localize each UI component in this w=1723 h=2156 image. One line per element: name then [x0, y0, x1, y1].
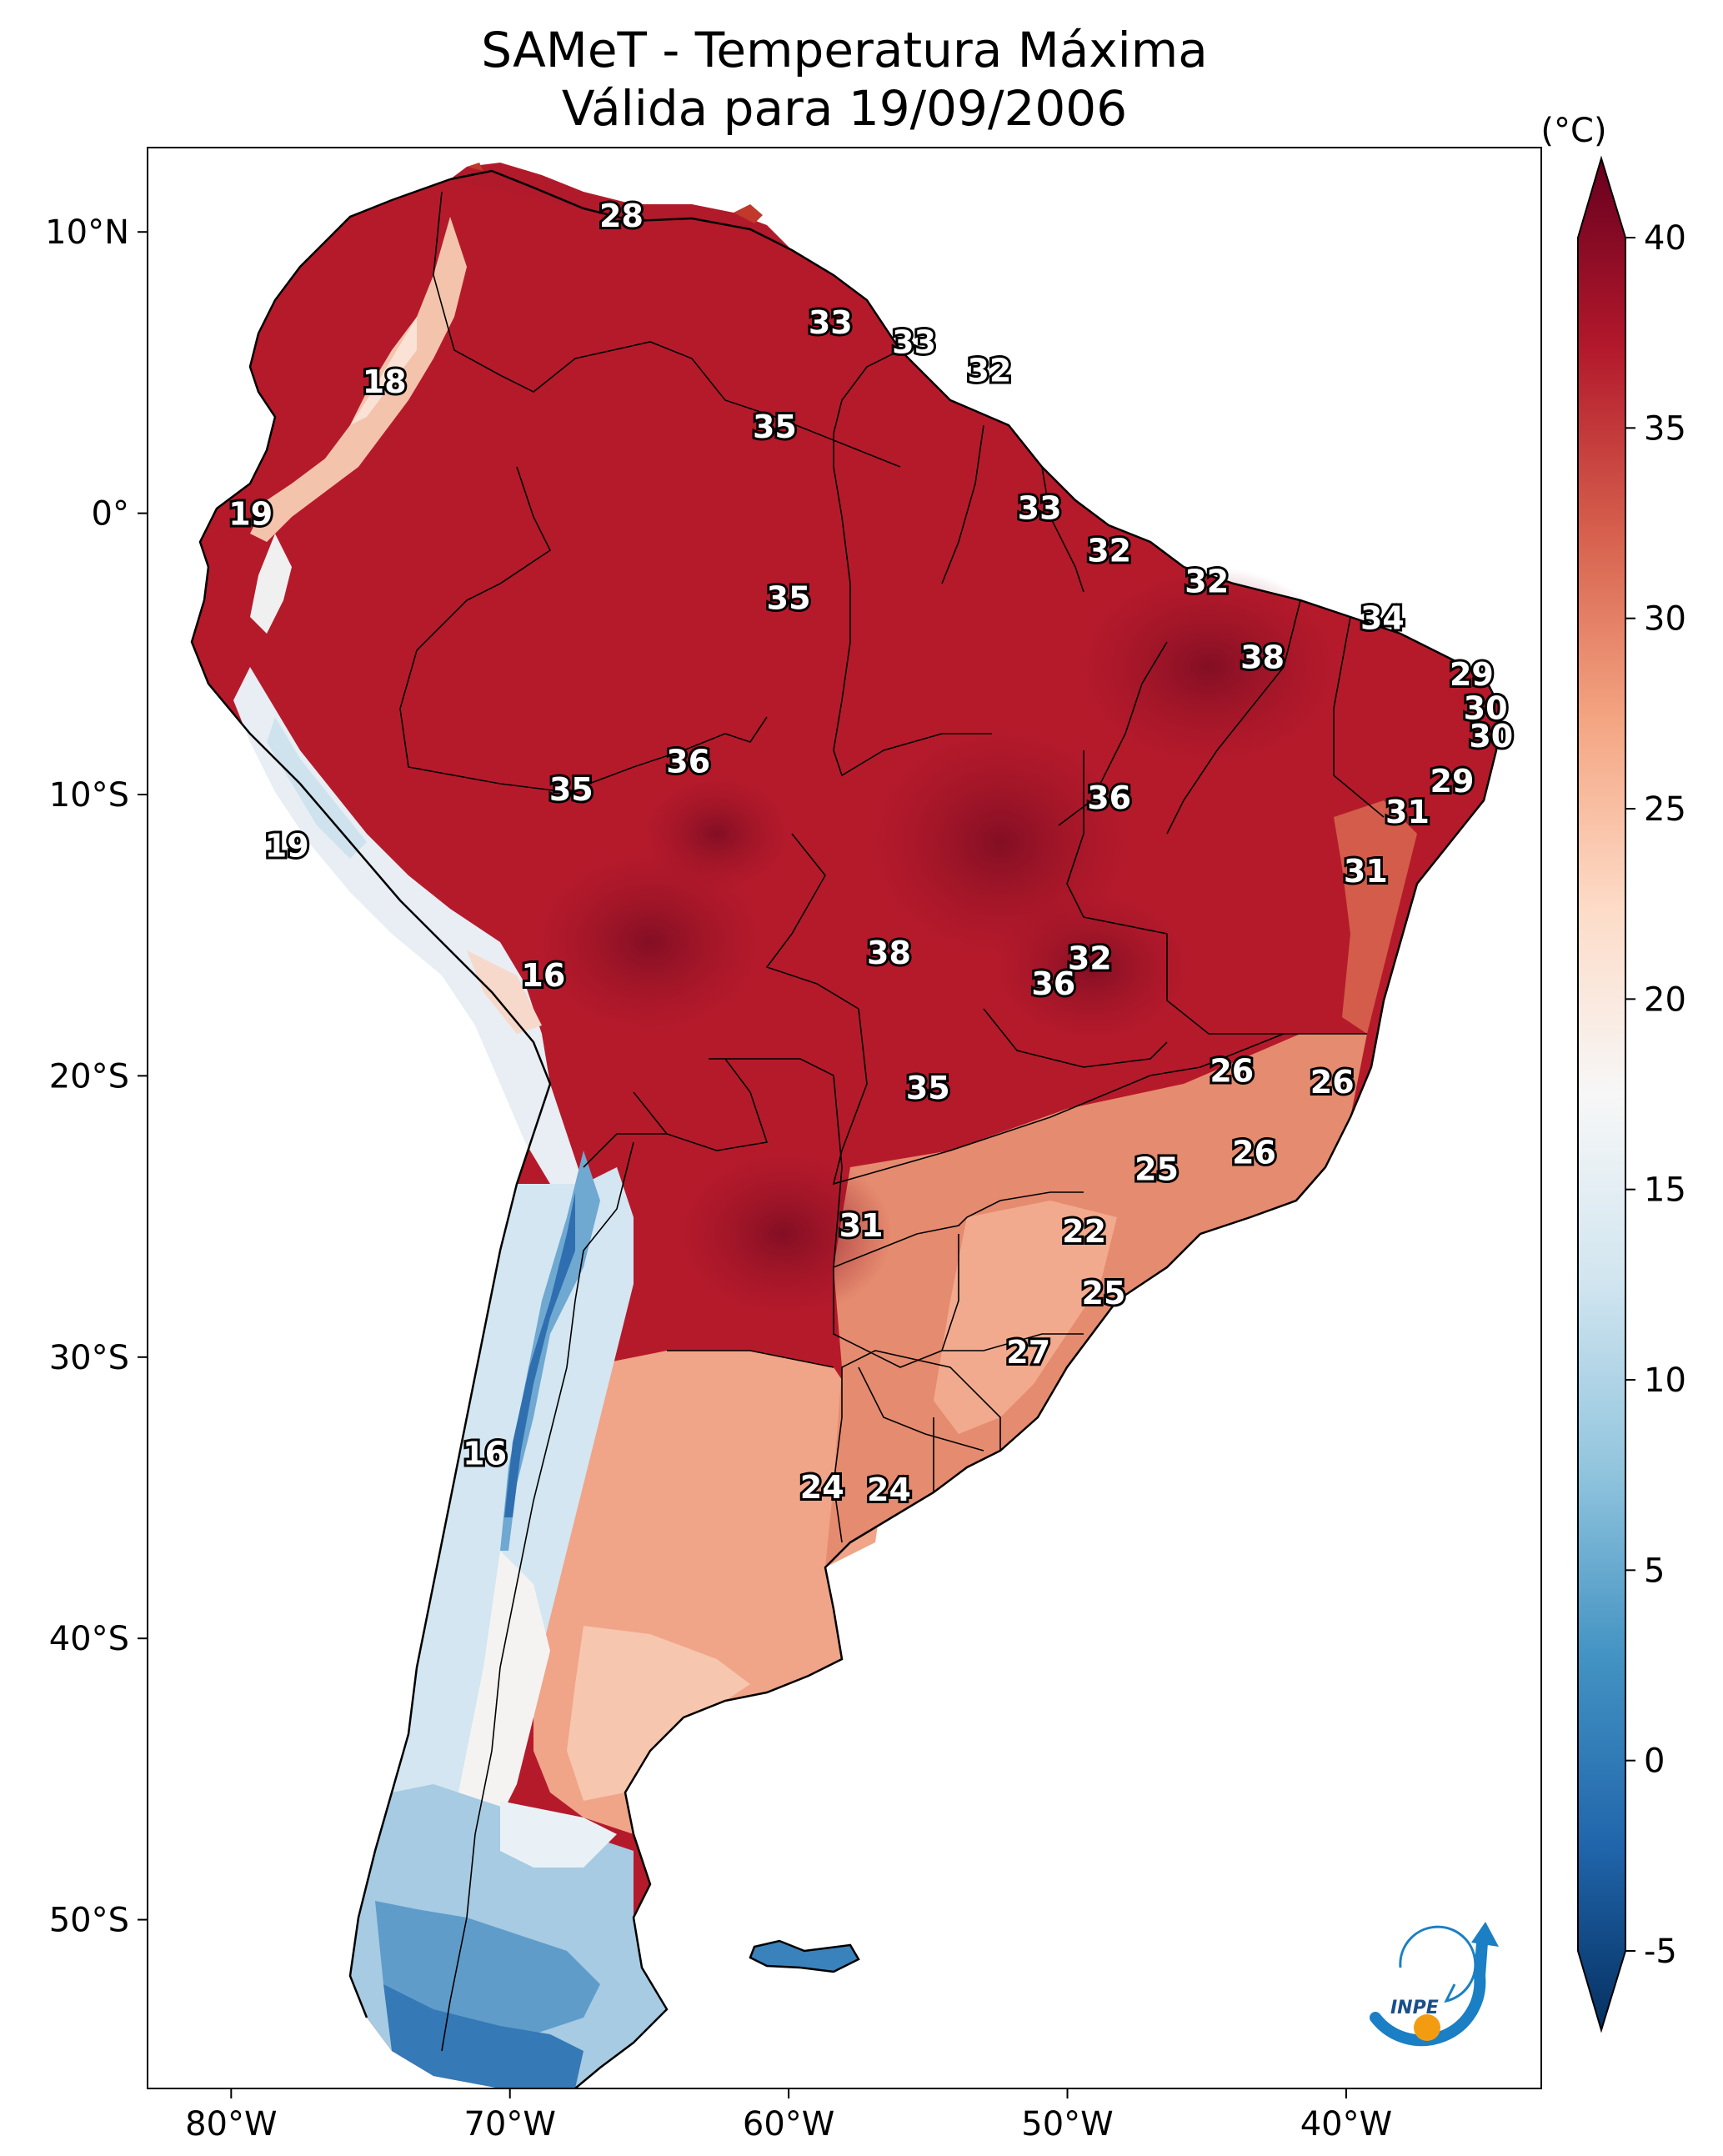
lon-tick-label: 80°W	[185, 2105, 277, 2143]
contour-label: 29	[1450, 656, 1494, 693]
map-title-line1: SAMeT - Temperatura Máxima	[481, 22, 1208, 78]
contour-label: 33	[1018, 490, 1062, 527]
lon-tick-label: 50°W	[1021, 2105, 1113, 2143]
contour-label: 24	[867, 1472, 911, 1508]
contour-label: 26	[1310, 1064, 1355, 1101]
contour-label: 19	[265, 828, 309, 865]
colorbar-tick-label: 20	[1644, 980, 1686, 1019]
colorbar-tick-label: 0	[1644, 1742, 1665, 1781]
contour-label: 32	[1087, 532, 1131, 569]
contour-label: 35	[906, 1070, 950, 1106]
contour-label: 22	[1062, 1213, 1106, 1250]
contour-label: 16	[463, 1435, 507, 1472]
lon-tick-label: 70°W	[463, 2105, 555, 2143]
contour-label: 35	[549, 771, 594, 808]
lat-tick-label: 40°S	[49, 1620, 129, 1658]
contour-label: 30	[1469, 718, 1513, 755]
colorbar-tick-label: 10	[1644, 1361, 1686, 1400]
contour-label: 26	[1210, 1053, 1254, 1090]
andes-north-cool	[250, 217, 467, 542]
contour-label: 25	[1134, 1151, 1179, 1188]
contour-label: 27	[1006, 1334, 1050, 1371]
colorbar-tick-label: 5	[1644, 1552, 1665, 1590]
colorbar-body	[1577, 155, 1626, 2033]
colorbar-tick-label: 15	[1644, 1171, 1686, 1210]
lat-tick-label: 10°S	[49, 776, 129, 815]
contour-label: 35	[767, 580, 811, 617]
map-area	[148, 148, 1541, 2088]
coastline	[190, 169, 1502, 2088]
logo-arrow-icon	[1370, 1937, 1488, 2047]
contour-label: 36	[666, 743, 710, 780]
contour-label: 31	[839, 1207, 884, 1244]
lat-tick-label: 50°S	[49, 1902, 129, 1940]
colorbar-tick-label: 35	[1644, 409, 1686, 448]
contour-label: 34	[1360, 599, 1405, 636]
contour-label: 38	[867, 935, 911, 971]
contour-label: 28	[599, 198, 644, 234]
map-frame	[147, 147, 1542, 2089]
contour-label: 33	[809, 304, 853, 341]
lon-tick-label: 60°W	[743, 2105, 834, 2143]
contour-label: 31	[1344, 853, 1388, 890]
logo-dot	[1414, 2014, 1440, 2041]
contour-label: 35	[753, 409, 797, 445]
contour-label: 19	[228, 495, 273, 532]
contour-label: 33	[892, 324, 936, 361]
colorbar: (°C) 40 35 30 25 20 15 10 5 0 -5	[1540, 112, 1686, 2033]
contour-label: 31	[1385, 794, 1430, 830]
contour-label: 32	[967, 352, 1011, 389]
contour-label: 32	[1185, 563, 1229, 599]
colorbar-tick-label: 25	[1644, 790, 1686, 829]
contour-label: 24	[800, 1469, 844, 1506]
lat-tick-label: 0°	[92, 495, 129, 534]
colorbar-tick-label: -5	[1644, 1933, 1677, 1971]
logo-arrow-head-icon	[1471, 1922, 1499, 1947]
contour-label: 32	[1068, 940, 1112, 977]
contour-label: 30	[1464, 689, 1508, 726]
colorbar-tick-label: 40	[1644, 219, 1686, 258]
longitude-axis: 80°W 70°W 60°W 50°W 40°W	[185, 2088, 1392, 2143]
contour-label: 18	[363, 364, 407, 400]
lon-tick-label: 40°W	[1300, 2105, 1392, 2143]
colorbar-tick-label: 30	[1644, 600, 1686, 639]
contour-label: 29	[1430, 763, 1475, 800]
map-title-line2: Válida para 19/09/2006	[562, 80, 1127, 137]
contour-label: 16	[521, 957, 565, 994]
lat-tick-label: 20°S	[49, 1057, 129, 1096]
latitude-axis: 10°N 0° 10°S 20°S 30°S 40°S 50°S	[45, 213, 148, 1940]
lat-tick-label: 10°N	[45, 213, 129, 252]
contour-label: 36	[1031, 965, 1075, 1002]
contour-label: 36	[1087, 780, 1131, 816]
lat-tick-label: 30°S	[49, 1339, 129, 1377]
colorbar-unit: (°C)	[1540, 112, 1606, 150]
contour-label: 38	[1240, 639, 1285, 676]
inpe-logo: INPE	[1370, 1922, 1499, 2047]
political-borders	[399, 191, 1385, 2052]
logo-text: INPE	[1390, 1998, 1439, 2018]
colorbar-ticks: 40 35 30 25 20 15 10 5 0 -5	[1625, 219, 1686, 1971]
contour-label: 26	[1232, 1134, 1276, 1171]
contour-label: 25	[1082, 1275, 1126, 1311]
